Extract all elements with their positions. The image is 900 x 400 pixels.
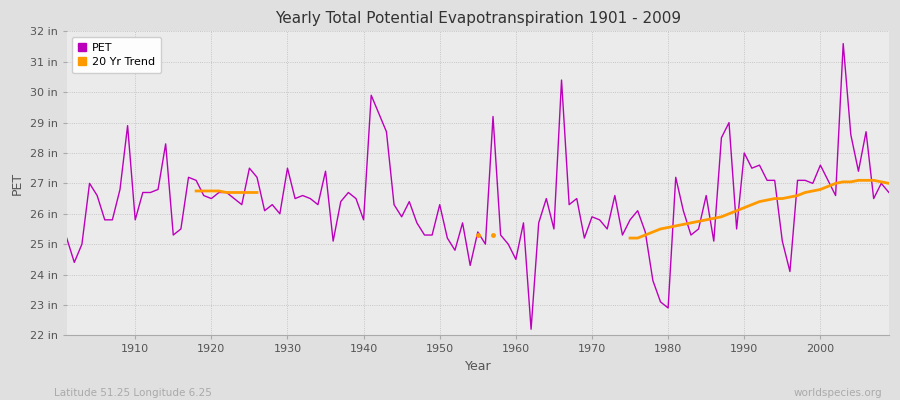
- Title: Yearly Total Potential Evapotranspiration 1901 - 2009: Yearly Total Potential Evapotranspiratio…: [274, 11, 681, 26]
- Text: worldspecies.org: worldspecies.org: [794, 388, 882, 398]
- Legend: PET, 20 Yr Trend: PET, 20 Yr Trend: [72, 37, 161, 73]
- X-axis label: Year: Year: [464, 360, 491, 373]
- Y-axis label: PET: PET: [11, 172, 24, 195]
- Text: Latitude 51.25 Longitude 6.25: Latitude 51.25 Longitude 6.25: [54, 388, 212, 398]
